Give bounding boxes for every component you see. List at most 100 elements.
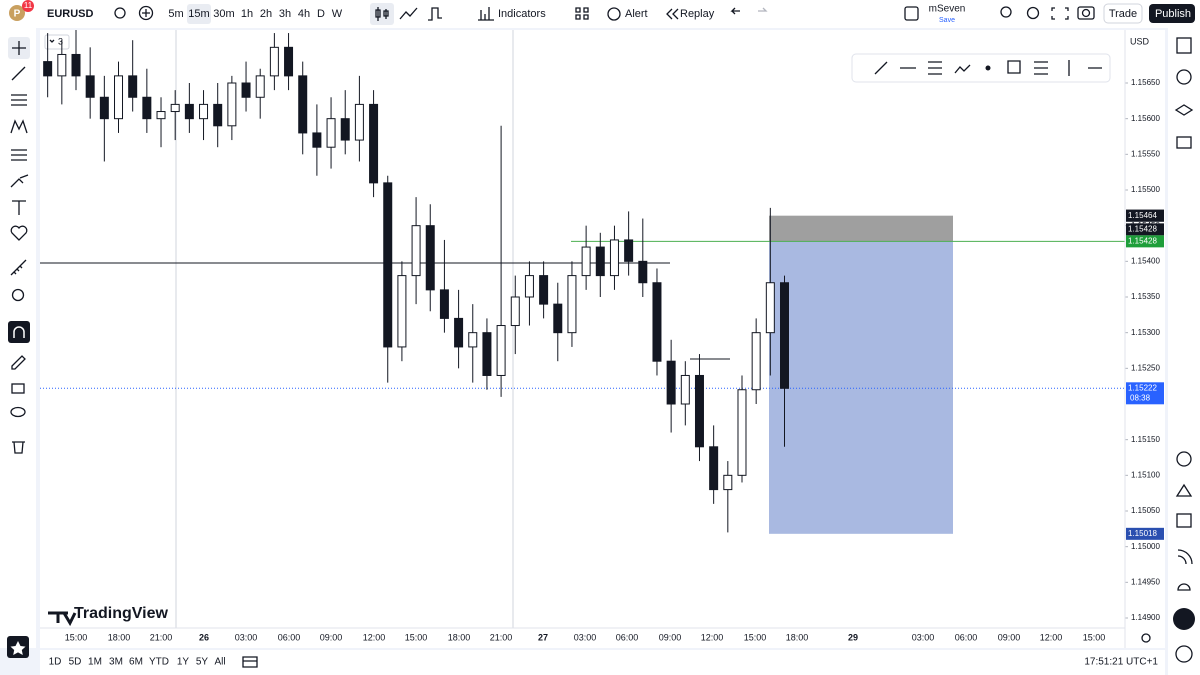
chart-panel (40, 30, 1165, 648)
snapshot[interactable] (1077, 6, 1095, 20)
candle-body (638, 260, 648, 284)
replay-button[interactable]: Replay (680, 8, 715, 20)
target[interactable] (1176, 451, 1192, 467)
candle-body (312, 132, 322, 148)
indicators-button[interactable]: Indicators (498, 8, 546, 20)
x-tick-label: 15:00 (65, 632, 88, 642)
range-button[interactable]: All (214, 657, 225, 668)
collapse-count[interactable]: 3 (58, 36, 63, 46)
alert-icon[interactable] (607, 7, 621, 21)
publish-label[interactable]: Publish (1155, 8, 1191, 20)
replay-icon[interactable] (666, 8, 679, 20)
interval[interactable]: 1h (241, 8, 253, 20)
line-type[interactable] (399, 7, 418, 20)
brush-tool[interactable] (10, 174, 29, 188)
badge-bg (22, 0, 34, 12)
candle-body (496, 325, 506, 376)
undo[interactable] (730, 7, 740, 15)
search[interactable] (1000, 6, 1012, 18)
ideas[interactable] (1175, 483, 1193, 497)
layout-checkbox[interactable] (904, 6, 919, 21)
trendline-tool[interactable] (11, 66, 26, 81)
watchlist[interactable] (1176, 37, 1192, 54)
interval[interactable]: D (317, 8, 325, 20)
indicators-icon[interactable] (478, 7, 494, 21)
publish-button[interactable] (1149, 4, 1195, 23)
chart (40, 30, 1164, 648)
settings[interactable] (1026, 6, 1040, 20)
symbol-search-icon[interactable] (114, 7, 126, 19)
currency[interactable]: USD (1130, 36, 1150, 46)
trade-button[interactable] (1103, 3, 1143, 24)
chat[interactable] (1176, 136, 1192, 149)
interval[interactable]: 30m (213, 8, 234, 20)
candle-body (340, 118, 350, 141)
candle-type[interactable] (370, 3, 394, 25)
step-type[interactable] (428, 7, 442, 21)
candle-body (199, 103, 209, 120)
layouts-icon[interactable] (575, 7, 589, 20)
x-tick-label: 12:00 (701, 632, 724, 642)
hide-tool[interactable] (10, 406, 26, 418)
zoom-tool[interactable] (11, 288, 25, 302)
x-tick-label: 06:00 (278, 632, 301, 642)
notifications[interactable] (1177, 583, 1191, 591)
user-avatar[interactable] (9, 5, 25, 21)
stop-price-label-bg (1126, 209, 1164, 222)
range-button[interactable]: 6M (129, 657, 143, 668)
range-button[interactable]: 1Y (177, 657, 190, 668)
favorites[interactable] (10, 225, 28, 241)
range-button[interactable]: 1M (88, 657, 102, 668)
text-tool[interactable] (12, 200, 26, 215)
drawing-toolbar (851, 53, 1111, 83)
range-button[interactable]: 1D (49, 657, 62, 668)
layout-name[interactable]: mSeven (929, 4, 966, 15)
y-tick-label: 1.15450 (1131, 221, 1160, 230)
range-button[interactable]: 3M (109, 657, 123, 668)
range-button[interactable]: YTD (149, 657, 169, 668)
range-button[interactable]: 5D (69, 657, 82, 668)
collapse-button[interactable] (44, 34, 70, 50)
layers[interactable] (1174, 104, 1194, 116)
candle-body (765, 282, 775, 334)
forecast-tool[interactable] (11, 149, 27, 161)
measure-tool[interactable] (10, 259, 27, 276)
interval[interactable]: 4h (298, 8, 310, 20)
last-price-label-bg (1126, 382, 1164, 405)
range-button[interactable]: 5Y (196, 657, 209, 668)
axis-settings[interactable] (1141, 633, 1151, 643)
trade-label[interactable]: Trade (1109, 8, 1137, 20)
candle-body (680, 374, 690, 405)
calendar[interactable] (1176, 513, 1192, 528)
candle-body (709, 446, 719, 491)
candle-body (326, 118, 336, 148)
x-tick-label: 03:00 (912, 632, 935, 642)
dot-tool[interactable] (985, 65, 991, 71)
add-symbol[interactable] (138, 5, 154, 21)
alert-button[interactable]: Alert (625, 8, 648, 20)
drawing-tools[interactable] (874, 60, 1102, 76)
help[interactable] (1175, 645, 1193, 663)
lock-drawings[interactable] (11, 355, 26, 370)
fib-tool[interactable] (11, 94, 27, 106)
symbol[interactable]: EURUSD (47, 8, 94, 20)
interval[interactable]: W (332, 8, 343, 20)
pattern-tool[interactable] (10, 119, 28, 134)
magnet-tool[interactable] (8, 321, 30, 343)
x-tick-label: 12:00 (363, 632, 386, 642)
apps[interactable] (1173, 608, 1195, 630)
candle-body (128, 75, 138, 98)
lock-tool[interactable] (11, 383, 25, 394)
delete-tool[interactable] (12, 441, 25, 454)
alerts-panel[interactable] (1176, 69, 1192, 85)
candle-body (57, 53, 67, 77)
interval[interactable]: 5m (168, 8, 183, 20)
active-interval-bg (187, 4, 211, 24)
interval[interactable]: 3h (279, 8, 291, 20)
interval[interactable]: 2h (260, 8, 272, 20)
goto-date[interactable] (242, 656, 258, 668)
candle-body (624, 239, 634, 262)
interval[interactable]: 15m (188, 8, 209, 20)
news[interactable] (1177, 549, 1193, 565)
fullscreen[interactable] (1051, 7, 1069, 20)
